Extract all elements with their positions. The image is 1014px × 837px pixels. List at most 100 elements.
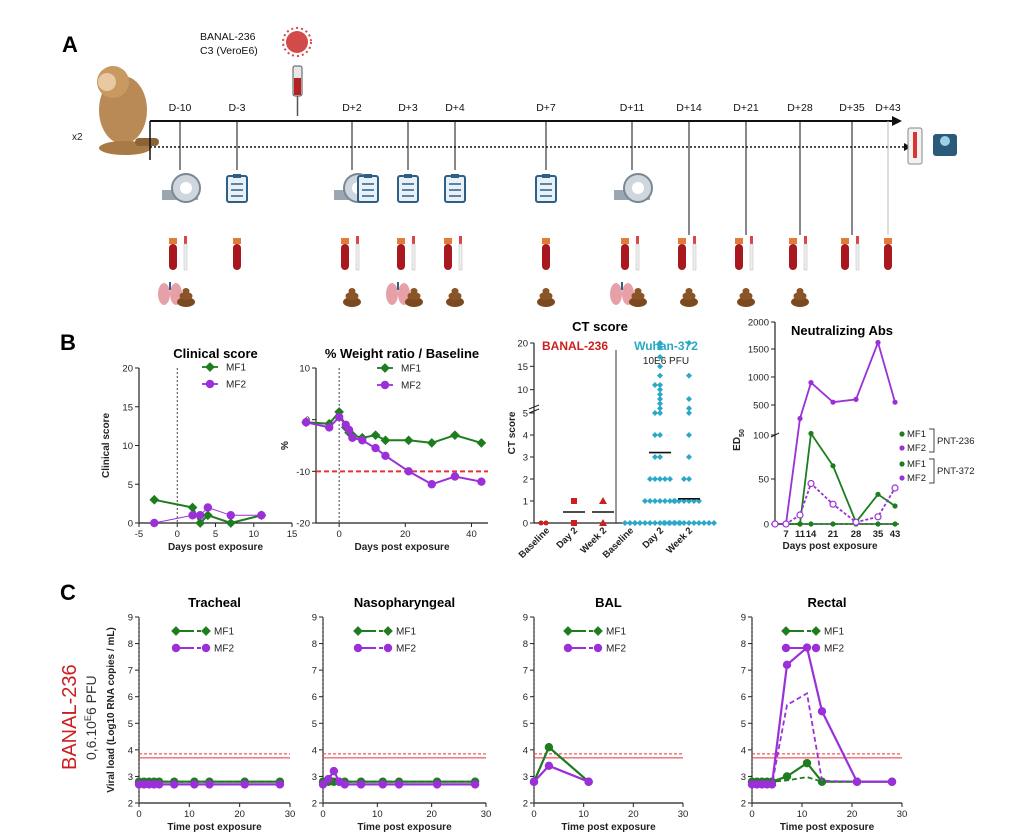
x-tick-label: 20	[628, 809, 639, 820]
data-point	[830, 521, 836, 527]
y-tick-label: 8	[741, 639, 746, 650]
feces-icon	[177, 288, 195, 307]
data-point-mf1	[370, 430, 381, 441]
legend-marker	[899, 461, 905, 467]
x-tick-label: Day 2	[554, 525, 580, 551]
y-tick-label: 8	[523, 639, 528, 650]
feces-base	[737, 297, 755, 307]
ct-point	[681, 520, 687, 526]
ct-scanner-icon	[614, 173, 653, 203]
ct-point	[652, 520, 658, 526]
y-tick-label: 1	[523, 497, 528, 508]
chart-title: % Weight ratio / Baseline	[325, 346, 479, 361]
legend-marker	[380, 380, 390, 390]
feces-icon	[737, 288, 755, 307]
blood-tube-cap	[678, 238, 686, 244]
virus-stock: C3 (VeroE6)	[200, 45, 258, 57]
blood-tube-cap	[444, 238, 452, 244]
y-axis-label-sub: 50	[739, 429, 746, 437]
swab-icon	[183, 236, 188, 271]
chart-weight: % Weight ratio / Baseline-20-1001002040D…	[280, 346, 488, 553]
legend-marker	[201, 643, 211, 653]
blood-tube-body	[678, 244, 686, 270]
ct-point	[686, 520, 692, 526]
x-tick-label: 7	[783, 529, 788, 540]
feces-mid	[539, 292, 553, 300]
data-point-mf2	[358, 436, 367, 445]
x-tick-label: 10	[248, 529, 259, 540]
ct-point	[657, 396, 663, 402]
x-tick-label: 5	[213, 529, 218, 540]
data-point-mf2	[887, 777, 897, 786]
swab-tip	[750, 236, 753, 244]
chart-legend: MF1 MF2	[377, 363, 421, 392]
y-tick-label: 7	[523, 666, 528, 677]
blood-tube-body	[444, 244, 452, 270]
y-tick-label: -20	[296, 519, 310, 530]
data-point-mf2	[432, 780, 442, 789]
legend-marker	[171, 643, 181, 653]
data-point-mf2	[195, 511, 205, 520]
swab-stick	[458, 243, 463, 271]
y-tick-label: -10	[296, 467, 310, 478]
data-point-mf2	[325, 423, 334, 432]
legend-marker	[593, 643, 603, 653]
panel-letter-c: C	[60, 580, 76, 605]
ct-point	[657, 372, 663, 379]
ct-point	[657, 520, 663, 526]
syringe-icon	[292, 65, 303, 116]
clipboard-icon	[444, 174, 466, 203]
legend-label: MF2	[606, 644, 626, 655]
legend-marker	[811, 626, 821, 636]
blood-tube-body	[542, 244, 550, 270]
series-line-mf2-dashed	[752, 691, 892, 786]
y-tick-label: 6	[128, 692, 133, 703]
blood-tube-icon	[735, 238, 743, 270]
y-axis-label: Viral load (Log10 RNA copies / mL)	[106, 627, 117, 793]
blood-tube-cap	[841, 238, 849, 244]
swab-icon	[355, 236, 360, 271]
ct-point	[637, 520, 643, 526]
data-point-mf2	[344, 425, 354, 435]
legend-label: MF1	[824, 627, 844, 638]
data-point	[892, 521, 898, 527]
clipboard-clip	[364, 174, 372, 178]
data-point-mf2	[240, 780, 249, 789]
blood-tube-icon	[444, 238, 452, 270]
timeline-day-label: D-10	[169, 102, 192, 114]
ct-point	[652, 476, 658, 482]
y-tick-label: 3	[523, 453, 528, 464]
x-tick-label: 0	[749, 809, 754, 820]
ct-point	[652, 454, 658, 460]
feces-top	[348, 288, 356, 294]
x-tick-label: 0	[531, 809, 536, 820]
swab-tip	[636, 236, 639, 244]
y-axis-label-main: ED	[732, 437, 743, 451]
data-point-mf2	[257, 511, 266, 520]
viral-load-y-label: Viral load (Log10 RNA copies / mL)	[106, 627, 117, 793]
data-point-mf2	[226, 511, 235, 520]
y-tick-label: 5	[128, 719, 133, 730]
y-tick-label: 9	[741, 613, 746, 624]
feces-icon	[680, 288, 698, 307]
y-tick-label: 5	[312, 719, 317, 730]
x-tick-label: 10	[372, 809, 383, 820]
clipboard-icon	[226, 174, 248, 203]
y-tick-label: 0	[128, 519, 133, 530]
data-point-mf2	[334, 412, 344, 422]
data-point-mf2	[371, 443, 380, 453]
data-point-mf2	[477, 477, 486, 486]
data-point	[797, 521, 803, 527]
ct-point	[571, 498, 577, 504]
axis-break	[528, 404, 540, 410]
data-point	[875, 339, 881, 346]
data-point-mf2	[324, 774, 333, 784]
clipboard-icon	[397, 174, 419, 203]
legend-marker	[563, 643, 573, 653]
feces-top	[182, 288, 190, 294]
x-tick-label: 21	[828, 529, 839, 540]
data-point	[807, 479, 815, 488]
legend-label: MF1	[907, 459, 926, 470]
legend-marker	[593, 626, 603, 636]
